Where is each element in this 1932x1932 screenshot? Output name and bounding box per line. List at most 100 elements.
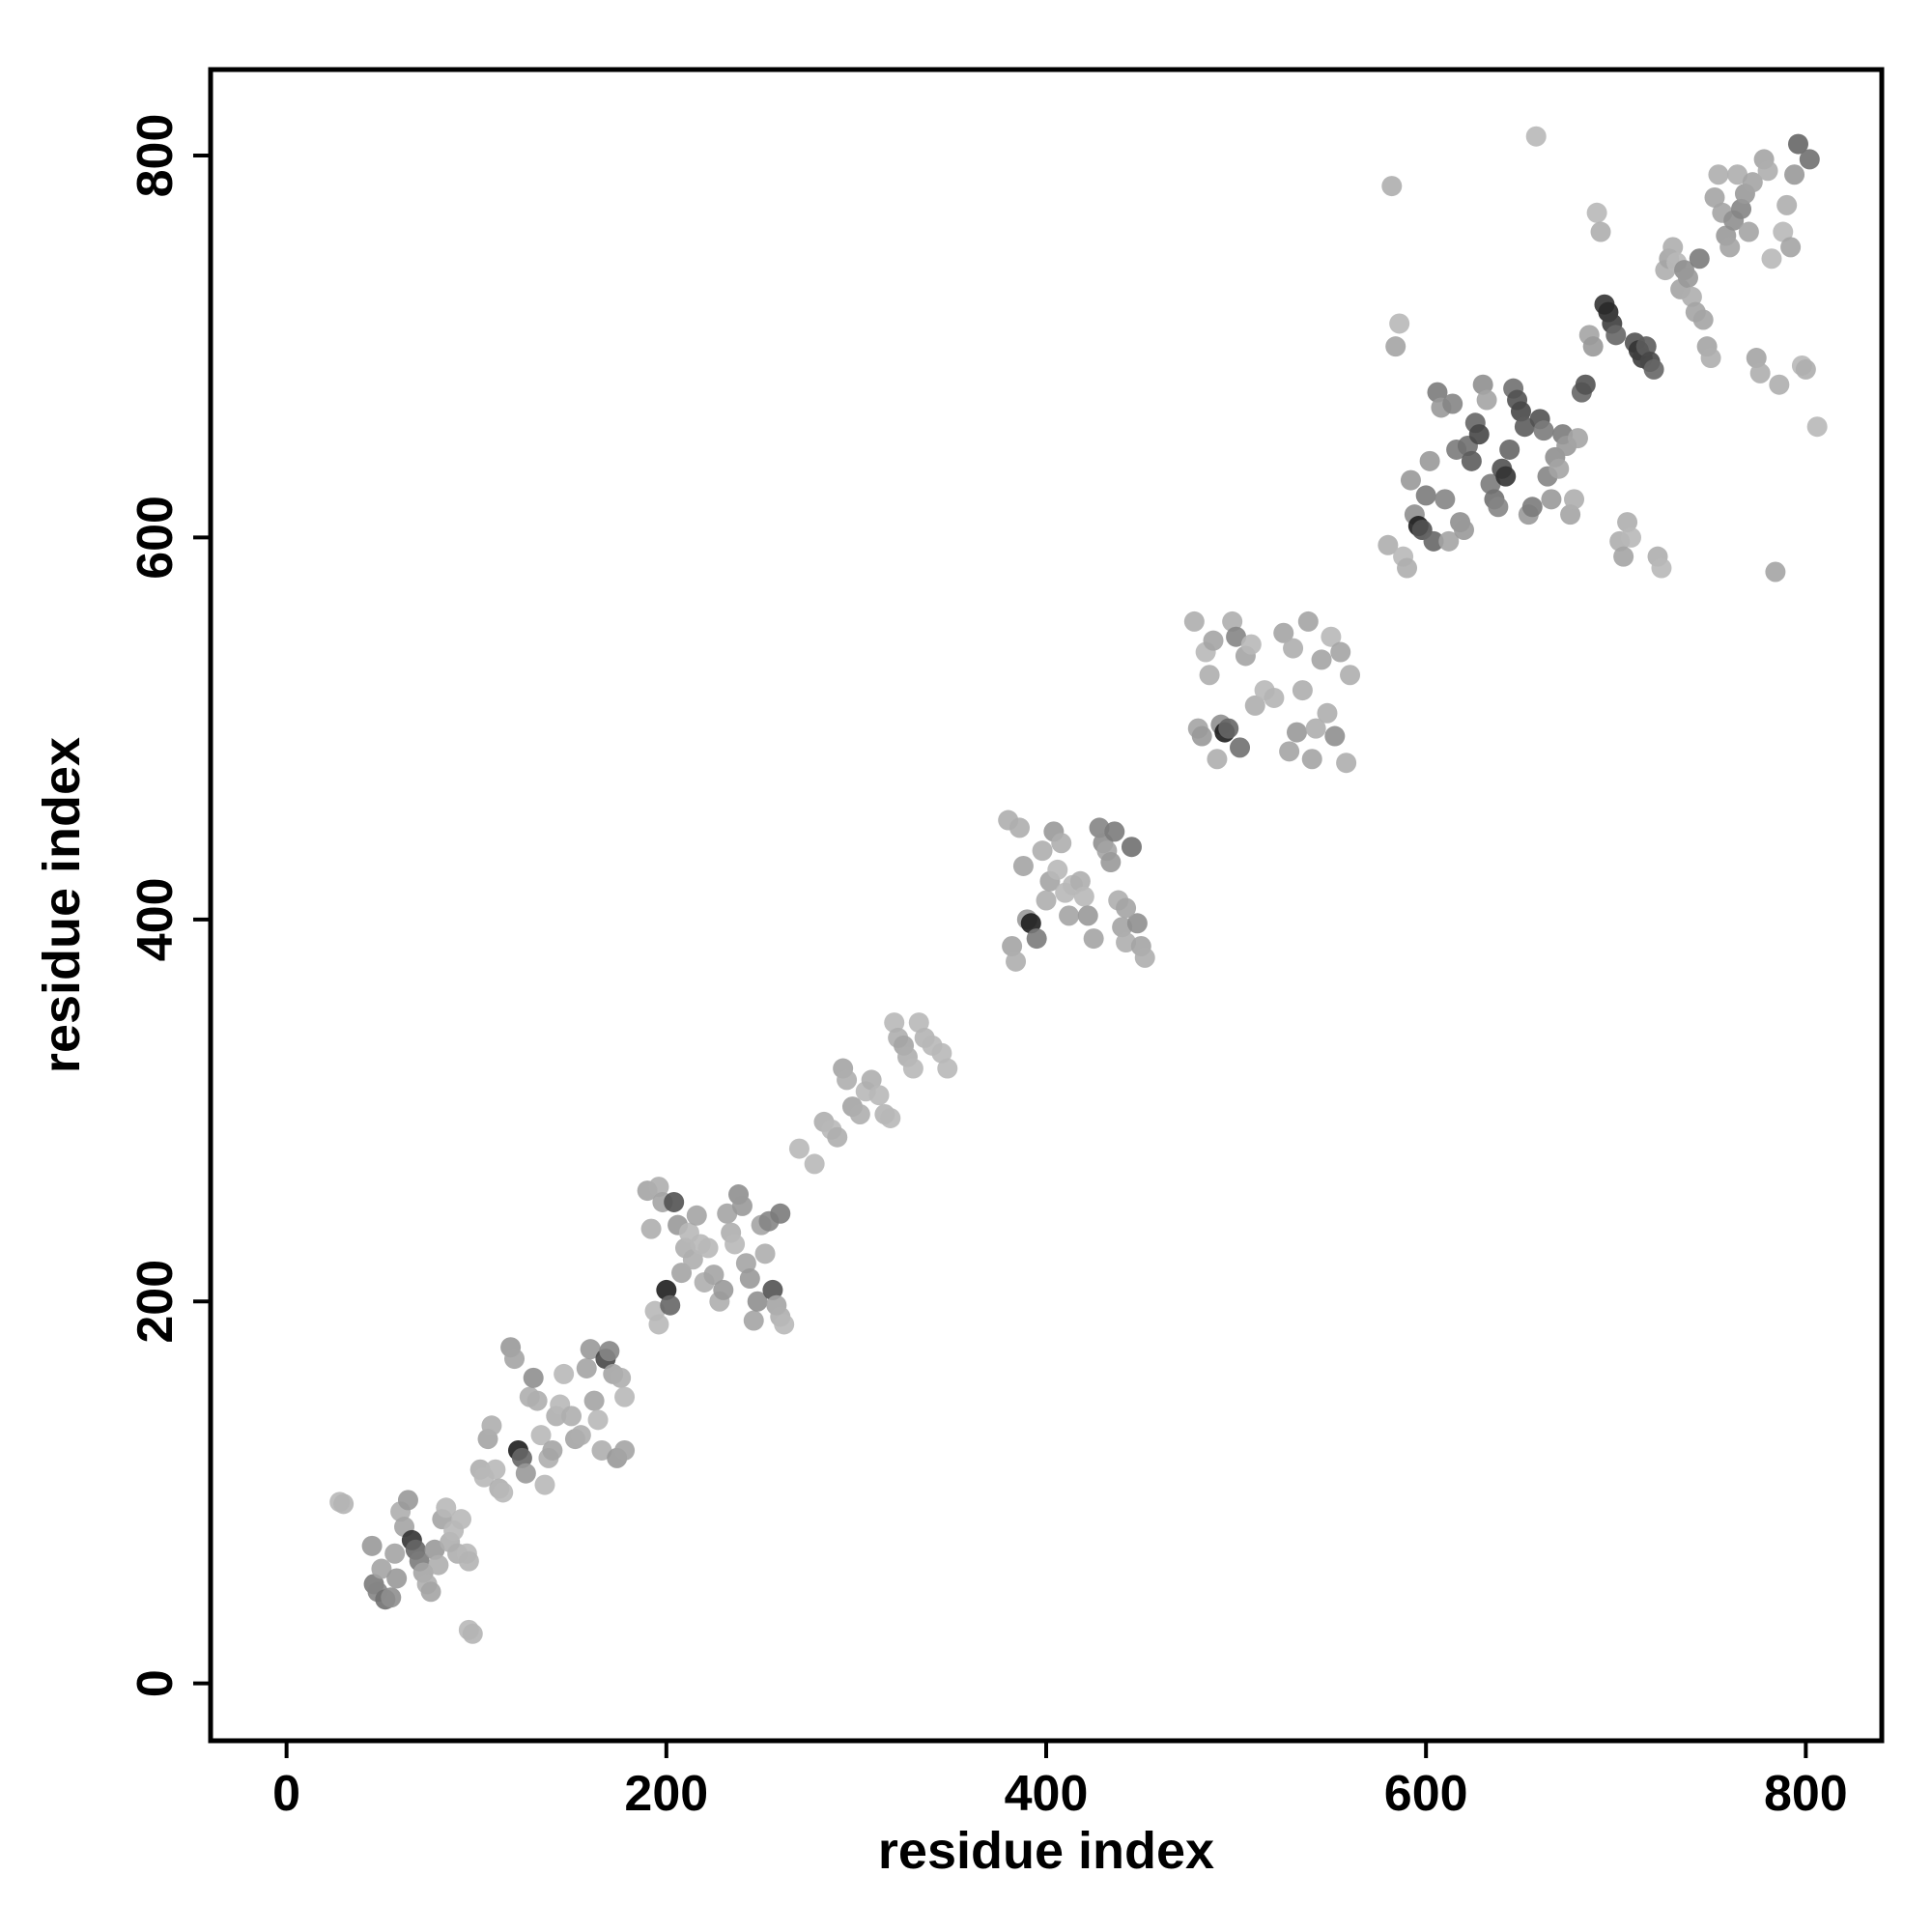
data-point [463,1624,483,1644]
x-axis: 0 200 400 600 800 [272,1741,1848,1822]
data-point [493,1482,513,1502]
data-point [1241,635,1262,655]
data-point [1758,160,1778,181]
data-point [937,1059,957,1079]
data-point [1678,268,1698,288]
data-point [1293,680,1313,700]
data-point [732,1196,753,1216]
x-tick-label: 600 [1384,1766,1468,1822]
x-tick-label: 200 [624,1766,708,1822]
data-point [1761,248,1781,269]
data-point [481,1415,501,1435]
data-point [1708,164,1728,185]
data-point [599,1341,619,1361]
data-point [1564,489,1584,509]
data-point [1122,837,1142,857]
data-point [1780,237,1801,257]
y-tick-label: 0 [128,1669,184,1697]
data-point [554,1364,574,1384]
data-point [451,1509,471,1529]
data-point [903,1059,923,1079]
data-point [1074,887,1094,907]
data-point [362,1536,383,1556]
data-point [1469,424,1490,444]
data-point [1807,416,1828,437]
data-point [1526,127,1547,147]
data-point [1587,203,1607,223]
data-point [1495,467,1516,487]
data-point [1621,527,1641,548]
data-point [1059,905,1079,925]
data-point [1192,726,1212,747]
data-point [770,1204,790,1224]
data-point [1397,558,1417,579]
data-point [1477,390,1497,411]
data-point [1336,753,1356,773]
data-point [1576,375,1596,395]
data-point [1116,897,1136,918]
x-axis-title: residue index [878,1822,1214,1880]
data-point [1381,176,1402,196]
data-point [713,1280,733,1300]
data-point [1739,222,1759,242]
data-point [1435,489,1455,509]
data-point [1488,497,1508,517]
data-point [1287,723,1307,743]
data-point [1298,611,1319,632]
data-point [755,1243,776,1264]
data-point [1769,375,1789,395]
data-point [1605,325,1626,345]
data-point [1207,749,1227,769]
data-point [1462,451,1482,471]
data-point [774,1314,794,1334]
data-point [584,1391,605,1411]
data-point [1027,928,1047,949]
data-point [1218,719,1238,739]
data-point [535,1475,555,1495]
data-point [1719,237,1740,257]
data-point [1776,195,1797,215]
data-point [1416,485,1436,505]
data-point [1264,688,1284,708]
data-point [1442,394,1463,414]
data-point [1499,440,1520,460]
data-point [1541,489,1561,509]
data-point [1583,336,1604,356]
data-point [1184,611,1205,632]
y-tick-label: 800 [128,114,184,198]
data-point [1784,164,1804,185]
data-point [1200,665,1220,685]
data-point [1100,852,1121,872]
data-point [398,1490,418,1510]
data-point [1385,336,1406,356]
data-point [1204,631,1224,651]
data-point [485,1460,505,1480]
data-point [1690,248,1710,269]
data-point [1302,749,1322,769]
data-point [1522,497,1543,517]
data-points [329,127,1827,1644]
x-tick-label: 0 [272,1766,300,1822]
data-point [641,1219,662,1239]
data-point [1796,359,1816,380]
data-point [1765,561,1785,582]
data-point [1051,833,1071,853]
data-point [611,1368,631,1388]
data-point [850,1104,870,1124]
y-tick-label: 400 [128,877,184,961]
data-point [1644,359,1664,380]
data-point [1693,310,1714,330]
data-point [1013,856,1034,876]
data-point [1591,222,1611,242]
data-point [880,1108,900,1128]
data-point [1078,905,1098,925]
x-tick-label: 800 [1764,1766,1848,1822]
data-point [1084,928,1104,949]
data-point [421,1581,441,1602]
data-point [516,1463,536,1484]
data-point [381,1587,401,1607]
data-point [1701,348,1721,368]
data-point [664,1192,684,1212]
data-point [1135,948,1155,968]
data-point [614,1440,635,1461]
